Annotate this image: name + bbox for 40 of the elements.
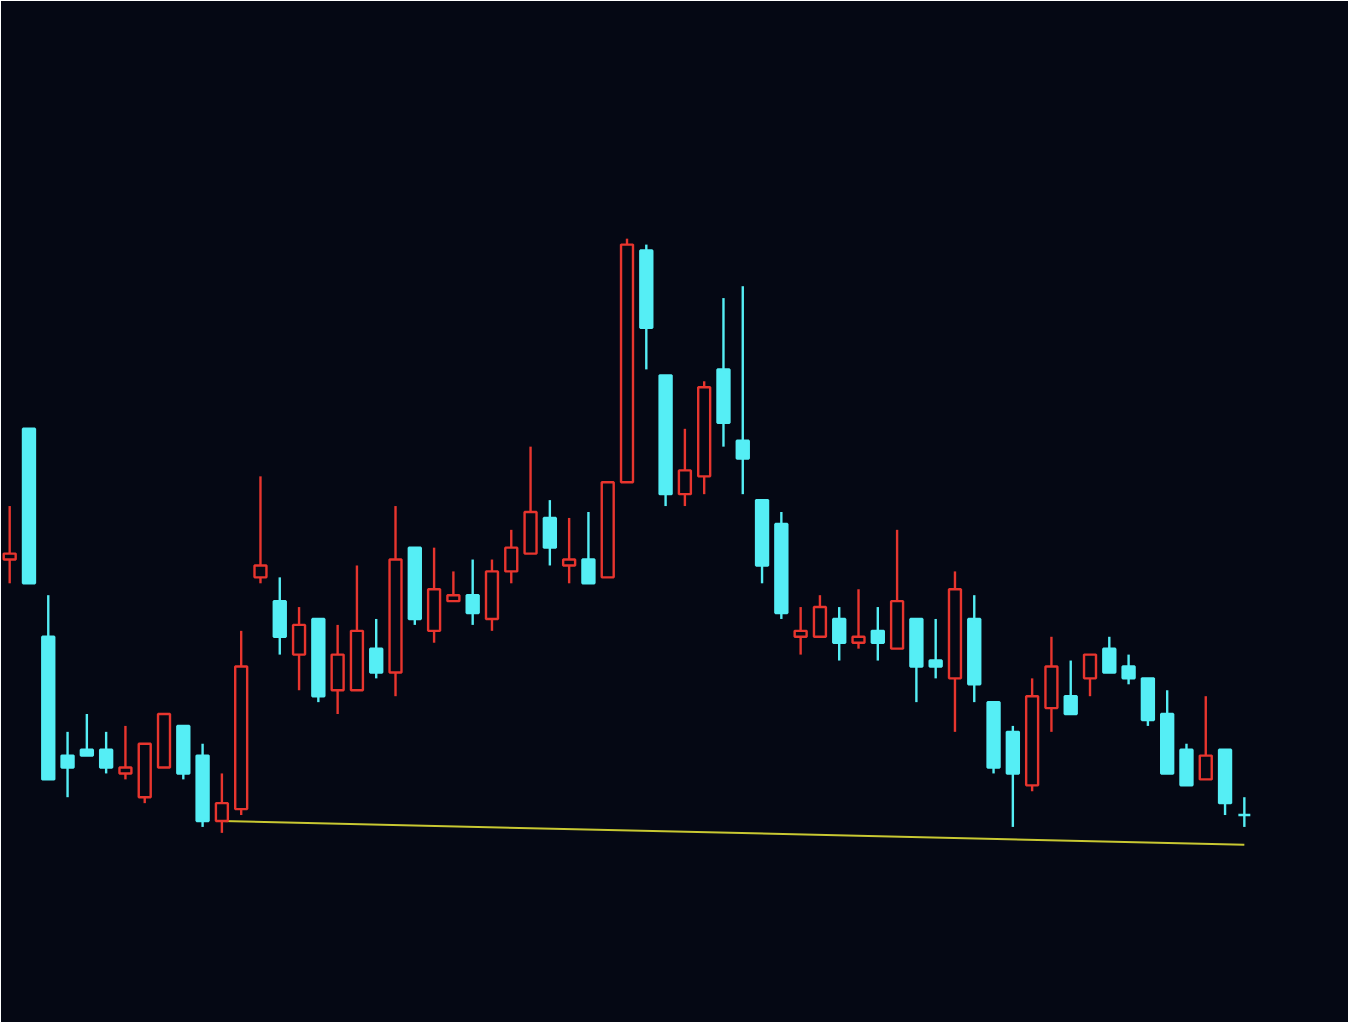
candlestick (909, 617, 924, 704)
candlestick (851, 588, 866, 650)
candlestick (176, 724, 191, 781)
candlestick (1063, 659, 1078, 716)
candlestick (118, 724, 133, 781)
candlestick (98, 730, 114, 775)
candlestick (484, 558, 500, 633)
candlestick (291, 605, 307, 692)
candlestick (677, 427, 693, 508)
candlestick (1198, 695, 1213, 781)
candlestick (79, 712, 95, 757)
candlestick (369, 617, 384, 680)
candlestick (1102, 635, 1117, 674)
candlestick (1140, 677, 1156, 728)
candlestick (1005, 724, 1021, 829)
candlestick (1044, 635, 1059, 734)
candlestick (60, 730, 75, 799)
candlestick (214, 772, 230, 835)
candlestick (889, 528, 905, 650)
candlestick (542, 498, 558, 567)
candlestick (581, 510, 596, 585)
candlestick (1237, 796, 1252, 829)
candlestick (928, 617, 943, 680)
candlestick (812, 593, 828, 638)
candlestick (1082, 653, 1098, 698)
candlestick (1179, 742, 1194, 787)
candlestick (272, 576, 287, 656)
candlestick (793, 605, 808, 656)
candlestick (330, 623, 345, 716)
candlestick (561, 516, 577, 585)
candlestick (523, 445, 538, 555)
candlestick (832, 605, 847, 662)
candlestick (253, 475, 268, 585)
candlestick (1121, 653, 1136, 686)
candlestick (504, 528, 519, 585)
candlestick (735, 285, 750, 496)
candlestick (426, 546, 442, 644)
candlestick (446, 570, 461, 603)
candlestick (465, 558, 480, 627)
candlestick (870, 605, 885, 662)
